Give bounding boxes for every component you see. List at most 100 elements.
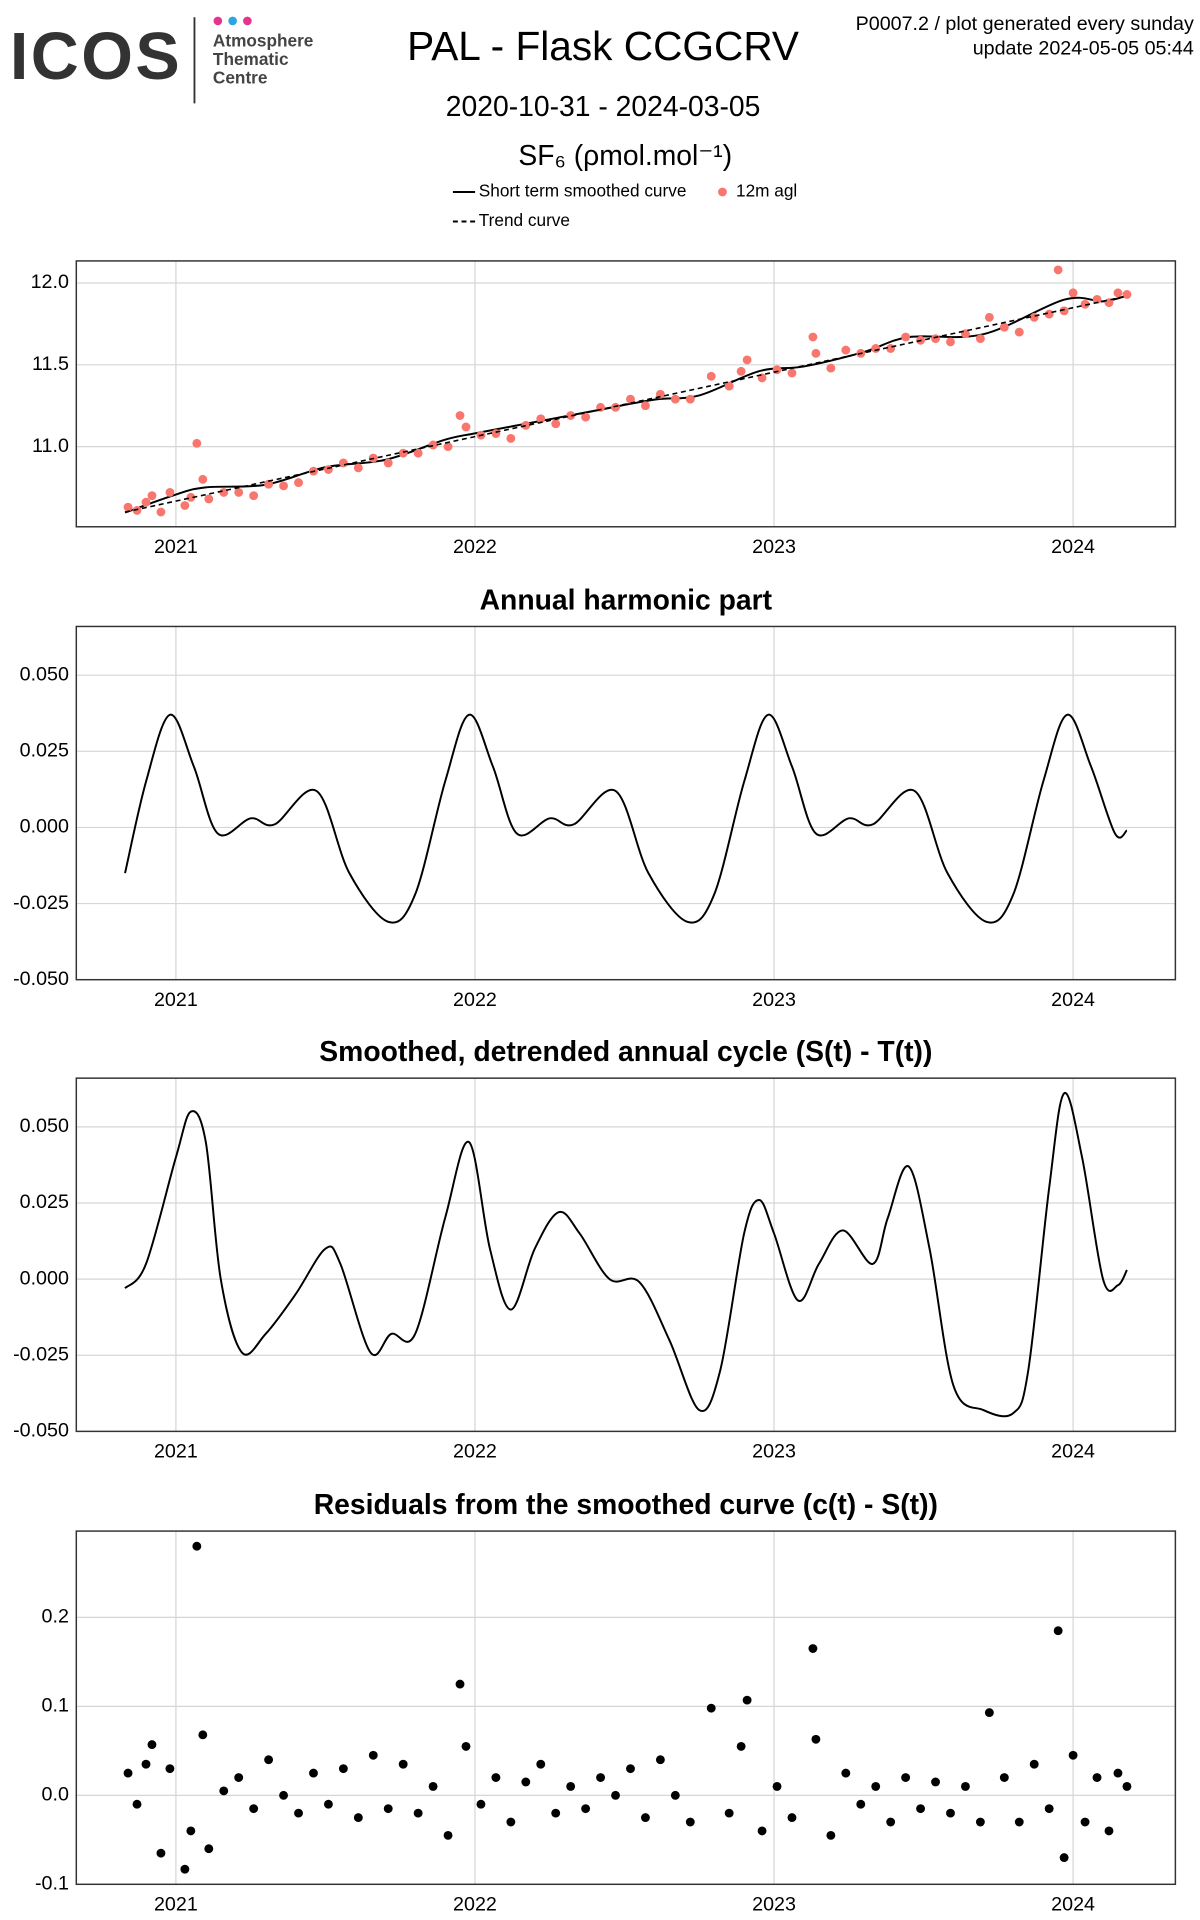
data-point — [626, 394, 635, 404]
data-point — [323, 1799, 333, 1809]
data-point — [1014, 327, 1024, 337]
data-point — [886, 1817, 896, 1827]
y-tick-label: -0.1 — [35, 1873, 69, 1895]
x-tick-label: 2023 — [752, 536, 796, 558]
data-point — [521, 1777, 531, 1787]
curve — [124, 713, 1128, 924]
data-point — [234, 1773, 244, 1782]
data-point — [368, 1750, 378, 1760]
data-point — [808, 332, 818, 342]
data-point — [1068, 288, 1078, 298]
x-tick-label: 2023 — [752, 1441, 796, 1463]
y-tick-label: 11.5 — [32, 353, 69, 375]
logo-dot — [228, 16, 237, 26]
data-point — [566, 411, 576, 420]
data-point — [736, 1741, 746, 1751]
data-point — [961, 1782, 970, 1791]
data-point — [670, 394, 680, 404]
data-point — [566, 1782, 576, 1791]
org-name: Atmosphere — [213, 30, 313, 50]
x-tick-label: 2022 — [453, 1893, 497, 1915]
data-point — [165, 1764, 175, 1774]
data-point — [156, 507, 166, 517]
data-point — [234, 487, 244, 497]
page-title: PAL - Flask CCGCRV — [407, 23, 799, 69]
data-point — [219, 487, 229, 497]
data-point — [461, 1741, 471, 1751]
data-point — [641, 1813, 650, 1823]
data-point — [398, 448, 408, 458]
data-point — [279, 1790, 288, 1800]
data-point — [264, 479, 274, 489]
data-point — [736, 366, 746, 376]
data-point — [506, 433, 516, 443]
data-point — [461, 422, 471, 432]
data-point — [841, 345, 851, 355]
y-tick-label: 0.050 — [20, 663, 69, 685]
data-point — [984, 312, 994, 322]
data-point — [506, 1817, 516, 1827]
data-point — [742, 355, 752, 365]
data-point — [808, 1644, 818, 1653]
data-point — [455, 411, 465, 420]
x-tick-label: 2024 — [1051, 536, 1095, 558]
data-point — [141, 1759, 151, 1769]
data-point — [1092, 294, 1102, 304]
data-point — [1122, 290, 1132, 299]
data-point — [551, 419, 561, 429]
y-tick-label: -0.050 — [13, 1420, 69, 1442]
data-point — [581, 412, 591, 422]
data-point — [455, 1679, 465, 1689]
y-tick-label: -0.025 — [13, 1343, 69, 1365]
data-point — [772, 1782, 782, 1791]
org-name: Thematic — [213, 49, 289, 69]
data-point — [1053, 1626, 1063, 1636]
y-tick-label: -0.025 — [13, 892, 69, 914]
data-point — [946, 1808, 955, 1818]
data-point — [491, 429, 501, 438]
data-point — [123, 502, 133, 512]
data-point — [581, 1804, 591, 1814]
data-point — [975, 334, 985, 344]
data-point — [309, 1768, 318, 1778]
data-point — [443, 442, 453, 452]
y-tick-label: 12.0 — [31, 271, 69, 293]
data-point — [670, 1790, 680, 1800]
data-point — [398, 1759, 408, 1769]
data-point — [1059, 1853, 1069, 1863]
data-point — [476, 1799, 486, 1809]
x-tick-label: 2021 — [154, 536, 198, 558]
x-tick-label: 2024 — [1051, 1441, 1095, 1463]
data-point — [826, 363, 836, 373]
plot-frame — [75, 625, 1177, 981]
data-point — [413, 1808, 423, 1818]
data-point — [428, 440, 438, 450]
data-point — [165, 487, 175, 497]
data-point — [901, 1773, 911, 1782]
data-point — [147, 1740, 157, 1750]
data-point — [787, 1813, 797, 1823]
x-tick-label: 2022 — [453, 536, 497, 558]
x-tick-label: 2022 — [453, 1441, 497, 1463]
data-point — [180, 501, 190, 510]
data-point — [132, 1799, 142, 1809]
panel-title: Residuals from the smoothed curve (c(t) … — [314, 1488, 938, 1520]
data-point — [192, 438, 202, 448]
data-point — [1068, 1750, 1078, 1760]
data-point — [1053, 265, 1063, 275]
data-point — [931, 334, 940, 344]
data-point — [1059, 306, 1069, 316]
y-tick-label: 0.000 — [20, 1267, 69, 1289]
panel-title: Smoothed, detrended annual cycle (S(t) -… — [319, 1035, 932, 1067]
data-point — [1080, 299, 1090, 309]
x-tick-label: 2023 — [752, 989, 796, 1011]
logo-dot — [213, 16, 223, 26]
data-point — [279, 481, 288, 491]
date-range: 2020-10-31 - 2024-03-05 — [446, 90, 761, 122]
data-point — [428, 1782, 438, 1791]
data-point — [323, 465, 333, 474]
data-point — [871, 1782, 881, 1791]
y-tick-label: 0.0 — [42, 1784, 69, 1806]
data-point — [685, 1817, 695, 1827]
